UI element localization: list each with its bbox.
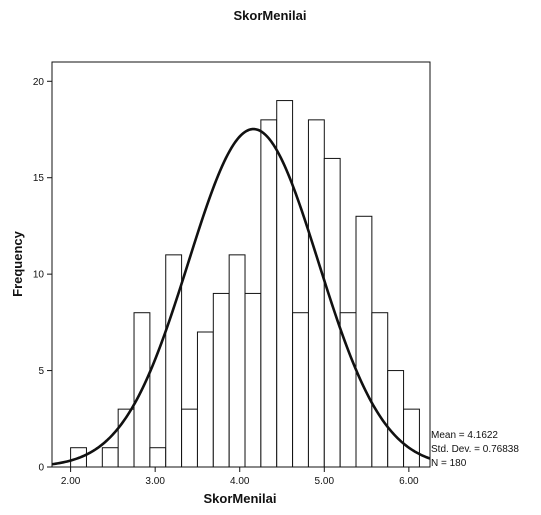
stat-n: N = 180: [431, 458, 467, 469]
x-tick-label: 4.00: [230, 476, 250, 487]
y-tick-label: 5: [38, 366, 44, 377]
y-tick-label: 10: [33, 270, 45, 281]
stat-std-dev: Std. Dev. = 0.76838: [431, 444, 519, 455]
x-tick-label: 5.00: [315, 476, 335, 487]
y-tick-label: 20: [33, 77, 45, 88]
histogram-bar: [355, 215, 373, 468]
histogram-bar: [307, 119, 325, 468]
histogram-bar: [387, 370, 405, 468]
histogram-bar: [371, 312, 389, 468]
normal-curve: [51, 127, 431, 466]
stat-mean: Mean = 4.1622: [431, 430, 498, 441]
chart-title: SkorMenilai: [234, 8, 307, 23]
x-axis-ticks: 2.00 3.00 4.00 5.00 6.00: [61, 467, 419, 487]
histogram-bar: [101, 447, 119, 468]
histogram-bar: [181, 408, 198, 468]
x-axis-label: SkorMenilai: [204, 491, 277, 506]
y-axis-ticks: 0 5 10 15 20: [33, 77, 52, 474]
y-axis-label: Frequency: [10, 230, 25, 297]
histogram-bars: [70, 100, 420, 468]
x-tick-label: 3.00: [145, 476, 165, 487]
x-tick-label: 2.00: [61, 476, 81, 487]
statistics-box: Mean = 4.1622 Std. Dev. = 0.76838 N = 18…: [431, 430, 519, 469]
histogram-bar: [260, 119, 278, 468]
y-tick-label: 15: [33, 173, 45, 184]
x-tick-label: 6.00: [399, 476, 419, 487]
histogram-bar: [244, 292, 262, 468]
histogram-bar: [212, 292, 230, 468]
histogram-bar: [149, 447, 167, 468]
histogram-bar: [292, 312, 309, 468]
histogram-bar: [165, 254, 183, 468]
histogram-bar: [196, 331, 214, 468]
y-tick-label: 0: [38, 463, 44, 474]
histogram-bar: [276, 100, 294, 468]
histogram-bar: [228, 254, 246, 468]
histogram-bar: [323, 157, 341, 468]
histogram-bar: [403, 408, 420, 468]
